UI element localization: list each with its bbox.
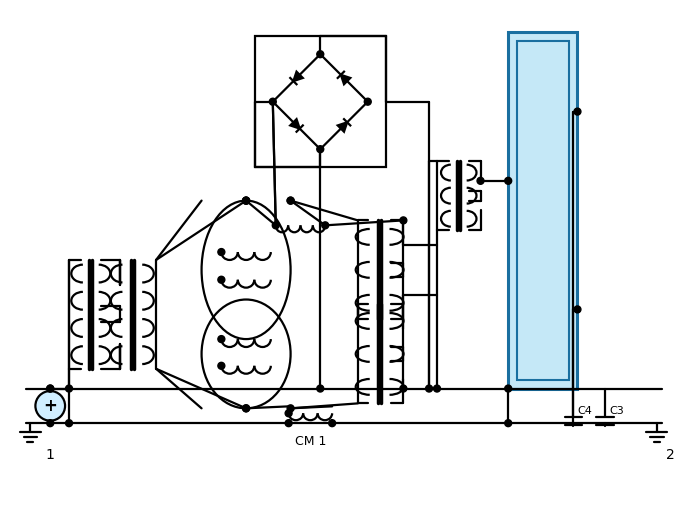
Circle shape — [328, 420, 335, 426]
Circle shape — [574, 306, 581, 313]
Circle shape — [218, 336, 225, 343]
Circle shape — [287, 197, 294, 204]
Circle shape — [66, 420, 72, 426]
Text: 2: 2 — [667, 448, 676, 462]
Circle shape — [322, 222, 328, 229]
Circle shape — [287, 405, 294, 412]
Circle shape — [243, 405, 250, 412]
Text: C3: C3 — [609, 406, 624, 416]
Circle shape — [47, 385, 54, 392]
Circle shape — [35, 391, 65, 421]
FancyBboxPatch shape — [517, 41, 569, 379]
Circle shape — [317, 51, 324, 58]
Circle shape — [218, 362, 225, 369]
Circle shape — [47, 420, 54, 426]
Circle shape — [243, 197, 250, 204]
Circle shape — [505, 177, 512, 184]
Circle shape — [287, 197, 294, 204]
Circle shape — [317, 385, 324, 392]
Polygon shape — [290, 119, 299, 129]
Circle shape — [243, 405, 250, 412]
Circle shape — [400, 217, 407, 224]
Circle shape — [505, 420, 512, 426]
Circle shape — [269, 98, 276, 105]
Polygon shape — [337, 122, 347, 132]
Circle shape — [285, 410, 292, 417]
Polygon shape — [293, 72, 303, 81]
Circle shape — [47, 385, 54, 392]
Circle shape — [477, 177, 484, 184]
Circle shape — [273, 222, 279, 229]
Text: CM 1: CM 1 — [295, 435, 326, 448]
Text: C4: C4 — [578, 406, 592, 416]
Circle shape — [400, 385, 407, 392]
Text: +: + — [43, 397, 57, 415]
Circle shape — [218, 249, 225, 255]
Circle shape — [218, 276, 225, 283]
Circle shape — [505, 385, 512, 392]
Circle shape — [66, 385, 72, 392]
Circle shape — [426, 385, 433, 392]
Text: 1: 1 — [46, 448, 54, 462]
Circle shape — [574, 108, 581, 115]
Circle shape — [364, 98, 371, 105]
Circle shape — [243, 197, 250, 204]
Circle shape — [285, 420, 292, 426]
FancyBboxPatch shape — [509, 32, 578, 389]
Bar — [255, 36, 386, 167]
Circle shape — [243, 197, 250, 204]
Circle shape — [433, 385, 440, 392]
Polygon shape — [341, 75, 351, 84]
Circle shape — [317, 146, 324, 153]
